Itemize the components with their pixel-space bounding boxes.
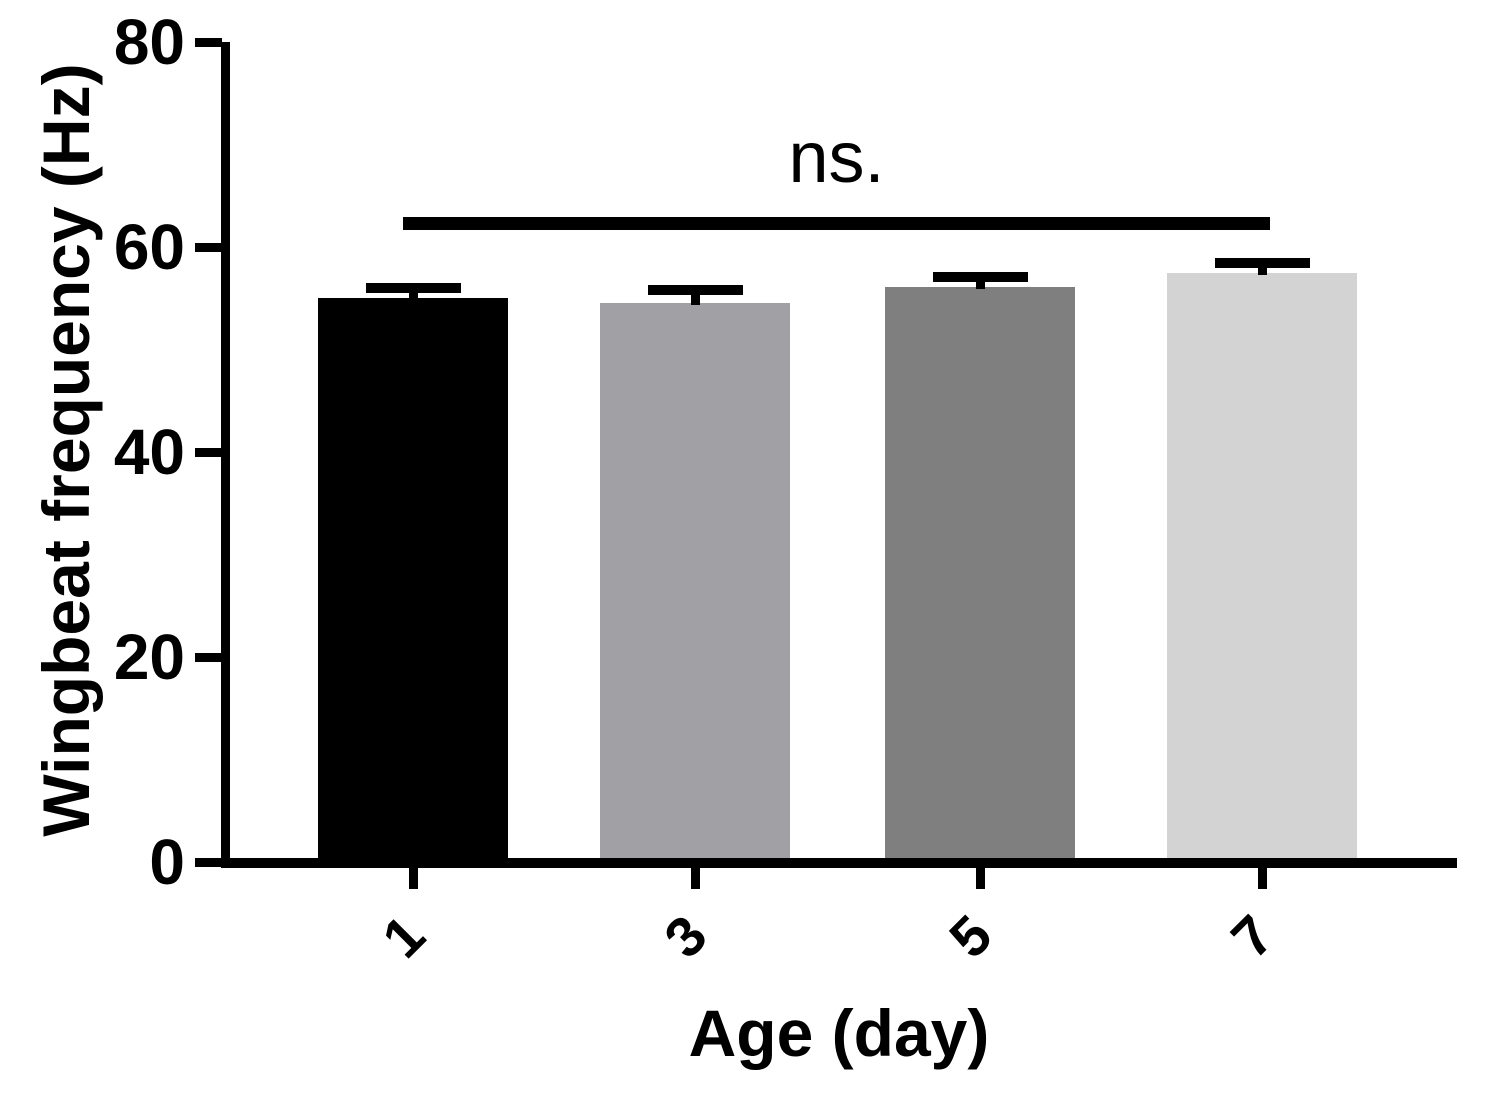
- error-bar-stem-day-1: [408, 288, 418, 301]
- y-tick-mark-0: [195, 857, 222, 867]
- y-tick-mark-80: [195, 37, 222, 47]
- x-axis-title: Age (day): [688, 996, 990, 1070]
- y-tick-label-80: 80: [113, 6, 185, 78]
- error-bar-stem-day-7: [1257, 263, 1267, 275]
- x-tick-mark-day-5: [975, 868, 985, 889]
- y-tick-label-0: 0: [149, 826, 185, 898]
- x-tick-label-day-7: 7: [1218, 902, 1286, 970]
- y-tick-label-20: 20: [113, 621, 185, 693]
- error-bar-cap-day-3: [647, 285, 743, 296]
- significance-ns-label: ns.: [788, 118, 885, 198]
- y-tick-mark-20: [195, 652, 222, 662]
- x-tick-mark-day-3: [690, 868, 700, 889]
- bar-day-3: [600, 303, 790, 864]
- x-tick-label-day-5: 5: [936, 902, 1004, 970]
- x-tick-label-day-1: 1: [369, 902, 437, 970]
- y-tick-mark-40: [195, 447, 222, 457]
- x-tick-mark-day-7: [1257, 868, 1267, 889]
- bar-day-7: [1167, 272, 1357, 864]
- significance-line: [403, 216, 1270, 230]
- error-bar-stem-day-5: [975, 276, 985, 289]
- y-tick-label-60: 60: [113, 211, 185, 283]
- bar-day-5: [885, 286, 1075, 864]
- x-tick-label-day-3: 3: [651, 902, 719, 970]
- error-bar-cap-day-1: [365, 283, 461, 293]
- bar-day-1: [318, 298, 508, 864]
- y-axis-line: [221, 42, 230, 868]
- error-bar-cap-day-7: [1214, 258, 1310, 269]
- error-bar-cap-day-5: [932, 271, 1028, 282]
- y-tick-mark-60: [195, 242, 222, 252]
- x-tick-mark-day-1: [408, 868, 418, 889]
- error-bar-stem-day-3: [690, 290, 700, 306]
- x-axis-line: [221, 858, 1457, 868]
- y-tick-label-40: 40: [113, 416, 185, 488]
